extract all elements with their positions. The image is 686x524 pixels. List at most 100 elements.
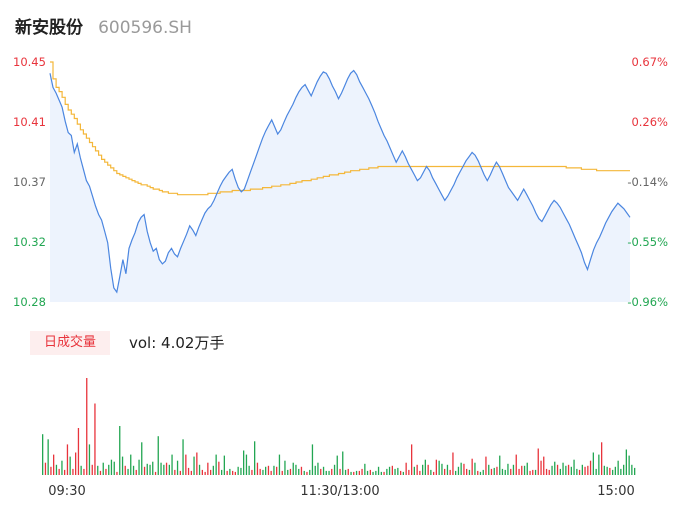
volume-bar [499, 455, 501, 475]
time-axis-labels: 09:30 11:30/13:00 15:00 [48, 484, 634, 499]
volume-bar [232, 470, 234, 475]
volume-bar [485, 456, 487, 475]
volume-bar [262, 469, 264, 475]
volume-bar [449, 469, 451, 475]
volume-bar [386, 468, 388, 475]
volume-bar [116, 471, 118, 475]
volume-bar [358, 470, 360, 475]
volume-bar [42, 434, 44, 475]
price-tick-label: 10.37 [13, 175, 46, 189]
volume-bar [163, 464, 165, 475]
volume-tab[interactable]: 日成交量 [30, 331, 110, 355]
volume-bar [375, 470, 377, 475]
volume-bar [113, 461, 115, 475]
volume-bar [86, 378, 88, 475]
volume-bar [565, 465, 567, 475]
volume-bar [110, 459, 113, 475]
volume-bar [408, 469, 410, 475]
volume-bar [309, 469, 311, 475]
volume-bar [554, 461, 556, 475]
volume-bar [620, 468, 622, 475]
volume-bar [578, 469, 581, 475]
volume-bar [314, 465, 316, 475]
volume-bar [521, 465, 523, 475]
time-tick-label: 11:30/13:00 [300, 484, 379, 499]
stock-header: 新安股份 600596.SH [15, 13, 192, 38]
volume-bar [361, 468, 363, 475]
volume-bar [422, 464, 424, 475]
percent-tick-label: 0.67% [631, 55, 668, 69]
volume-bar [444, 468, 446, 475]
volume-bar [411, 444, 413, 475]
volume-bar [441, 463, 443, 475]
volume-bar [198, 464, 201, 475]
volume-bar [168, 464, 170, 475]
volume-bar [320, 468, 322, 475]
volume-bar [576, 468, 578, 475]
volume-bar [64, 469, 66, 475]
stock-name: 新安股份 [15, 18, 83, 38]
volume-bar [223, 455, 225, 475]
volume-bar [66, 444, 69, 475]
volume-bar [176, 460, 179, 475]
volume-bar [276, 466, 278, 475]
volume-bar [311, 444, 314, 475]
volume-bar [391, 465, 393, 475]
volume-bar [152, 461, 154, 475]
volume-readout: vol: 4.02万手 [129, 334, 225, 352]
volume-bar [171, 454, 173, 475]
volume-bar [295, 464, 297, 475]
volume-bar [523, 465, 526, 475]
volume-bars [42, 378, 636, 475]
volume-bar [433, 471, 435, 475]
volume-bar [325, 470, 327, 475]
volume-bar [501, 468, 504, 475]
volume-bar [424, 459, 426, 475]
volume-bar [471, 458, 473, 475]
volume-bar [141, 442, 143, 475]
volume-bar [623, 464, 625, 475]
volume-bar [347, 468, 349, 475]
volume-bar [515, 454, 517, 475]
volume-bar [237, 466, 239, 475]
price-tick-label: 10.41 [13, 115, 46, 129]
volume-bar [562, 462, 564, 475]
volume-bar [612, 469, 614, 475]
volume-bar [174, 469, 176, 475]
volume-bar [466, 468, 468, 475]
volume-bar [438, 460, 440, 475]
volume-bar [369, 469, 371, 475]
stock-code: 600596.SH [98, 18, 192, 38]
volume-bar [344, 469, 347, 475]
volume-bar [614, 466, 616, 475]
volume-bar [430, 469, 432, 475]
volume-bar [570, 466, 572, 475]
volume-bar [537, 448, 539, 475]
volume-bar [298, 468, 300, 475]
volume-bar [179, 470, 181, 475]
volume-bar [243, 450, 245, 475]
volume-bar [322, 466, 325, 475]
volume-bar [94, 403, 96, 475]
volume-bar [251, 469, 253, 475]
volume-bar [154, 471, 157, 475]
volume-bar [149, 464, 151, 475]
price-line [49, 69, 631, 294]
volume-bar [221, 469, 223, 475]
volume-bar [397, 467, 399, 475]
volume-bar [350, 471, 352, 475]
volume-bar [210, 469, 212, 475]
volume-bar [196, 452, 198, 475]
volume-bar [364, 463, 366, 475]
volume-bar [72, 468, 74, 475]
volume-bar [617, 460, 619, 475]
volume-bar [548, 469, 550, 475]
volume-bar [245, 454, 248, 475]
volume-bar [61, 460, 63, 475]
volume-bar [592, 452, 594, 475]
volume-bar [631, 464, 633, 475]
volume-bar [518, 468, 520, 475]
volume-bar [303, 470, 305, 475]
volume-bar [457, 466, 460, 475]
